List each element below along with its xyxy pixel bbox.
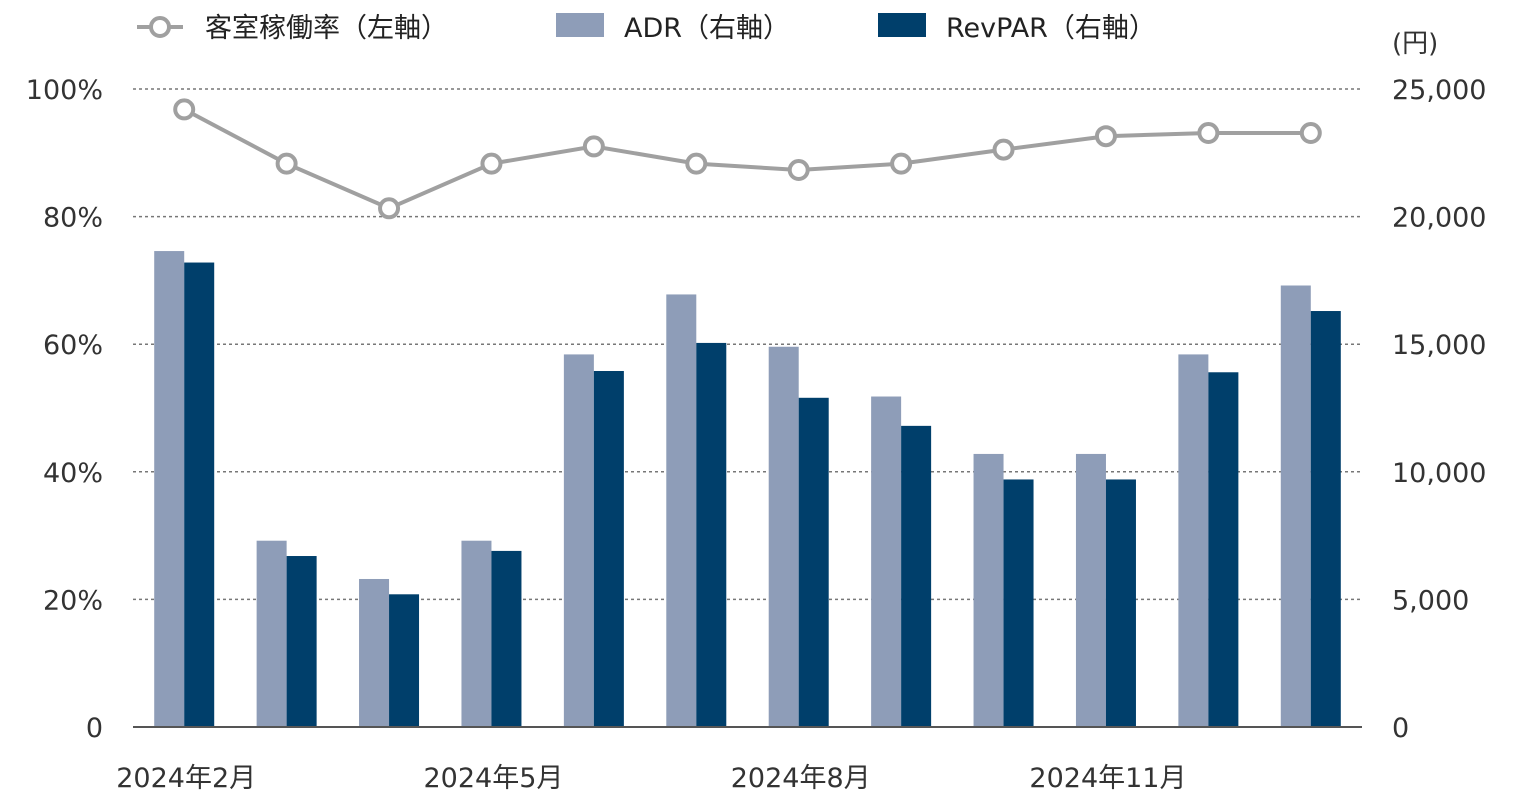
occupancy-point [1197,122,1220,145]
adr-bar [666,294,697,727]
adr-bar [768,346,799,727]
occupancy-point [173,98,196,121]
occupancy-point [275,152,298,175]
left-tick-label: 40% [43,458,103,489]
legend-label-occupancy: 客室稼働率（左軸） [205,13,448,44]
occupancy-point [582,135,605,158]
occupancy-point [992,138,1015,161]
left-tick-label: 100% [26,75,103,106]
adr-bar [461,540,492,727]
revpar-bar [286,556,317,727]
revpar-bar [798,397,829,727]
occupancy-point [685,152,708,175]
left-tick-label: 60% [43,330,103,361]
legend-label-revpar: RevPAR（右軸） [946,13,1156,44]
revpar-bar [491,550,522,727]
left-tick-label: 20% [43,585,103,616]
legend-label-adr: ADR（右軸） [624,13,790,44]
occupancy-point [1094,125,1117,148]
revpar-bar [696,342,727,727]
legend-circle-marker [149,16,171,38]
revpar-bar [1105,479,1136,727]
bars [154,251,1341,727]
occupancy-point [1299,122,1322,145]
occupancy-point [378,197,401,220]
adr-bar [1280,285,1311,727]
occupancy-point [787,159,810,182]
adr-bar [973,453,1004,727]
grid-lines [133,88,1362,601]
revpar-bar [1310,311,1341,727]
adr-bar [563,354,594,727]
adr-bar [359,578,390,727]
right-tick-label: 10,000 [1392,458,1486,489]
revpar-bar [901,425,932,727]
occupancy-point [480,152,503,175]
right-tick-label: 5,000 [1392,585,1469,616]
adr-bar [256,540,287,727]
revpar-bar [184,262,215,727]
left-tick-label: 80% [43,203,103,234]
occupancy-series-line [183,107,1311,211]
revpar-bar [593,370,624,727]
left-tick-label: 0 [86,713,103,744]
right-tick-label: 0 [1392,713,1409,744]
adr-bar [871,396,902,727]
legend: 客室稼働率（左軸） ADR（右軸） RevPAR（右軸） [137,13,1156,44]
right-tick-label: 15,000 [1392,330,1486,361]
adr-bar [1178,354,1209,727]
right-axis-unit: (円) [1392,29,1438,59]
axes: 0 20% 40% 60% 80% 100% 0 5,000 10,000 15,000 20,00… [26,75,1487,794]
occupancy-point [890,152,913,175]
adr-bar [154,251,185,727]
right-tick-label: 25,000 [1392,75,1486,106]
x-tick-label: 2024年11月 [1029,763,1186,794]
revpar-bar [1003,479,1034,727]
legend-swatch-revpar [878,13,926,37]
legend-swatch-adr [556,13,604,37]
revpar-bar [1208,372,1239,727]
occupancy-line [173,98,1322,220]
right-tick-label: 20,000 [1392,203,1486,234]
revpar-bar [389,594,420,727]
x-tick-label: 2024年5月 [424,763,564,794]
x-tick-label: 2024年8月 [731,763,871,794]
x-tick-label: 2024年2月 [116,763,256,794]
adr-bar [1075,453,1106,727]
